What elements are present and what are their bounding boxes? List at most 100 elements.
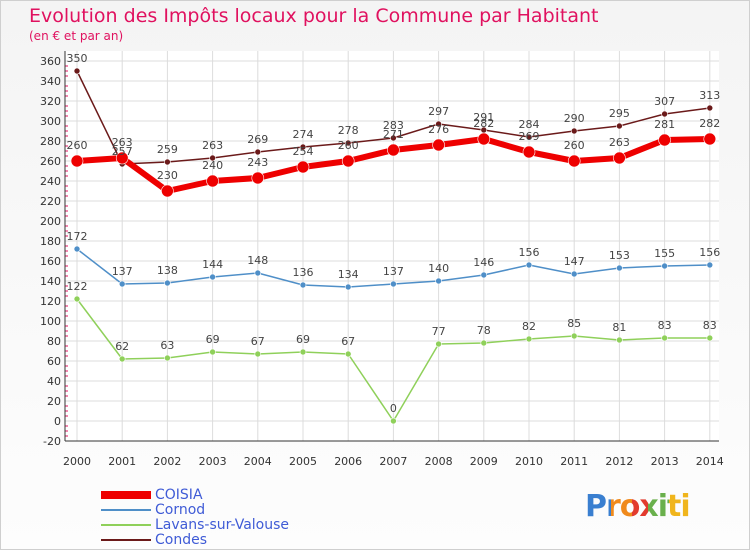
data-point-cornod xyxy=(344,283,352,291)
y-tick-label: 160 xyxy=(40,255,61,268)
y-tick-label: 0 xyxy=(54,415,61,428)
data-label-condes: 263 xyxy=(202,139,223,152)
x-tick-label: 2010 xyxy=(515,455,543,468)
data-point-condes xyxy=(661,110,668,118)
data-label-coisia: 254 xyxy=(293,145,314,158)
data-label-cornod: 146 xyxy=(473,256,494,269)
data-label-condes: 278 xyxy=(338,124,359,137)
data-label-lavans-sur-valouse: 78 xyxy=(477,324,491,337)
y-tick-label: 200 xyxy=(40,215,61,228)
y-tick-label: 60 xyxy=(47,355,61,368)
data-label-coisia: 260 xyxy=(338,139,359,152)
y-tick-label: 100 xyxy=(40,315,61,328)
data-point-condes xyxy=(616,122,623,130)
data-point-lavans-sur-valouse xyxy=(706,334,714,342)
data-label-coisia: 240 xyxy=(202,159,223,172)
data-point-condes xyxy=(164,158,171,166)
y-tick-label: 300 xyxy=(40,115,61,128)
data-label-lavans-sur-valouse: 122 xyxy=(67,280,88,293)
data-label-lavans-sur-valouse: 77 xyxy=(432,325,446,338)
series-layer xyxy=(70,67,717,425)
legend-item-lavans[interactable]: Lavans-sur-Valouse xyxy=(101,517,289,533)
y-tick-label: 240 xyxy=(40,175,61,188)
data-label-condes: 291 xyxy=(473,111,494,124)
y-tick-label: -20 xyxy=(43,435,61,448)
data-label-coisia: 276 xyxy=(428,123,449,136)
chart-subtitle: (en € et par an) xyxy=(29,29,124,43)
data-label-condes: 313 xyxy=(699,89,720,102)
data-point-lavans-sur-valouse xyxy=(435,340,442,348)
data-point-coisia xyxy=(387,143,400,157)
data-point-coisia xyxy=(477,132,491,146)
y-tick-label: 120 xyxy=(40,295,61,308)
y-tick-label: 360 xyxy=(40,55,61,68)
data-point-cornod xyxy=(73,245,81,253)
data-point-condes xyxy=(299,143,307,151)
data-label-coisia: 271 xyxy=(383,128,404,141)
data-label-cornod: 137 xyxy=(112,265,133,278)
legend-item-condes[interactable]: Condes xyxy=(101,532,207,548)
data-label-cornod: 134 xyxy=(338,268,359,281)
y-tick-label: 80 xyxy=(47,335,61,348)
legend-swatch-condes xyxy=(101,539,151,541)
x-tick-label: 2004 xyxy=(244,455,272,468)
data-label-coisia: 282 xyxy=(699,117,720,130)
data-label-lavans-sur-valouse: 0 xyxy=(390,402,397,415)
data-label-cornod: 155 xyxy=(654,247,675,260)
data-label-lavans-sur-valouse: 69 xyxy=(296,333,310,346)
data-point-cornod xyxy=(661,262,668,270)
y-tick-label: 180 xyxy=(40,235,61,248)
x-tick-label: 2013 xyxy=(651,455,679,468)
data-point-coisia xyxy=(703,132,717,146)
legend-label-cornod: Cornod xyxy=(155,502,206,518)
data-point-coisia xyxy=(658,133,671,147)
data-point-coisia xyxy=(70,154,84,168)
legend-swatch-lavans xyxy=(101,524,151,526)
data-point-condes xyxy=(73,67,81,75)
data-point-lavans-sur-valouse xyxy=(661,334,668,342)
x-tick-label: 2000 xyxy=(63,455,91,468)
data-label-cornod: 140 xyxy=(428,262,449,275)
data-label-condes: 297 xyxy=(428,105,449,118)
data-point-condes xyxy=(254,148,262,156)
data-label-cornod: 172 xyxy=(67,230,88,243)
data-label-condes: 269 xyxy=(247,133,268,146)
data-point-cornod xyxy=(525,261,533,269)
x-tick-label: 2005 xyxy=(289,455,317,468)
legend-item-coisia[interactable]: COISIA xyxy=(101,487,203,503)
x-tick-label: 2014 xyxy=(696,455,724,468)
data-point-lavans-sur-valouse xyxy=(299,348,307,356)
y-tick-label: 20 xyxy=(47,395,61,408)
x-tick-label: 2011 xyxy=(560,455,588,468)
data-label-coisia: 263 xyxy=(112,136,133,149)
data-label-coisia: 269 xyxy=(519,130,540,143)
axis-layer: -20 0 20 40 60 80 100 120 140 160 180 200 220 240 260 2… xyxy=(40,51,724,468)
data-point-cornod xyxy=(570,270,578,278)
data-label-cornod: 136 xyxy=(293,266,314,279)
data-label-condes: 274 xyxy=(293,128,314,141)
data-point-lavans-sur-valouse xyxy=(344,350,352,358)
data-label-condes: 259 xyxy=(157,143,178,156)
legend-swatch-cornod xyxy=(101,509,151,511)
legend-item-cornod[interactable]: Cornod xyxy=(101,502,205,518)
data-point-coisia xyxy=(567,154,581,168)
data-point-lavans-sur-valouse xyxy=(525,335,533,343)
data-label-cornod: 156 xyxy=(699,246,720,259)
data-point-lavans-sur-valouse xyxy=(616,336,623,344)
data-point-coisia xyxy=(161,184,174,198)
data-label-coisia: 230 xyxy=(157,169,178,182)
data-point-cornod xyxy=(164,279,171,287)
data-point-condes xyxy=(435,120,442,128)
data-label-lavans-sur-valouse: 63 xyxy=(160,339,174,352)
data-label-condes: 257 xyxy=(112,145,133,158)
data-point-lavans-sur-valouse xyxy=(164,354,171,362)
data-point-cornod xyxy=(299,281,307,289)
data-label-condes: 290 xyxy=(564,112,585,125)
data-label-coisia: 282 xyxy=(473,117,494,130)
data-label-layer: 350 257 259 263 269 274 278 283 297 291 284 290 295 3… xyxy=(67,52,721,415)
data-label-cornod: 138 xyxy=(157,264,178,277)
data-label-coisia: 260 xyxy=(67,139,88,152)
data-point-lavans-sur-valouse xyxy=(254,350,262,358)
x-tick-label: 2007 xyxy=(379,455,407,468)
